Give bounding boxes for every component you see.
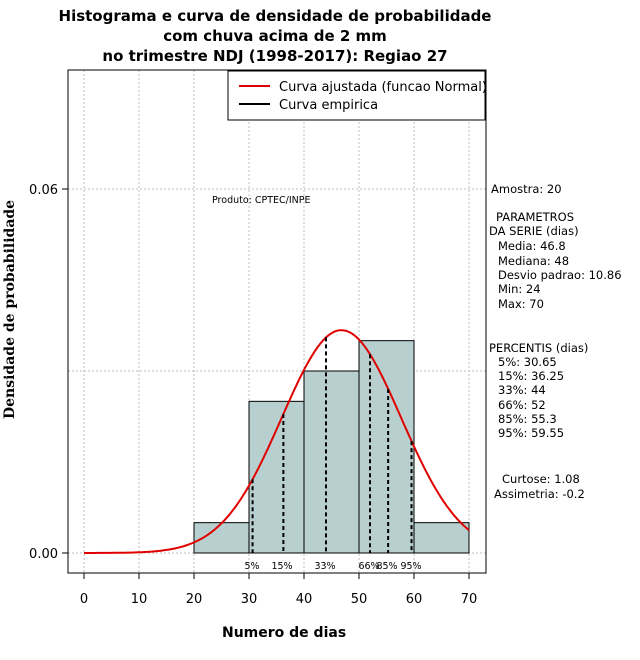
stat-curtose: Curtose: 1.08: [502, 472, 580, 486]
percentile-label-4: 66%: [358, 561, 379, 572]
stat-desvio: Desvio padrao: 10.86: [498, 268, 622, 282]
x-tick-label: 60: [406, 592, 423, 607]
x-tick-label: 30: [241, 592, 258, 607]
plot-frame: [67, 69, 487, 574]
histogram-bar-5: [413, 522, 470, 554]
stat-amostra: Amostra: 20: [491, 182, 562, 196]
stat-p95: 95%: 59.55: [498, 426, 565, 440]
stat-media: Media: 46.8: [498, 239, 566, 253]
histogram-bar-3: [303, 370, 360, 554]
percentile-label-1: 5%: [244, 561, 259, 572]
stat-param-title2: DA SERIE (dias): [489, 224, 579, 238]
stat-perc-title: PERCENTIS (dias): [489, 341, 589, 355]
stat-mediana: Mediana: 48: [498, 254, 570, 268]
x-tick-label: 40: [296, 592, 313, 607]
legend-label-empirical: Curva empirica: [279, 98, 378, 113]
stat-p33: 33%: 44: [498, 383, 546, 397]
normal-fit-curve: [84, 329, 470, 554]
product-annotation: Produto: CPTEC/INPE: [212, 195, 311, 206]
y-tick-label: 0.00: [29, 547, 58, 562]
x-tick-label: 10: [131, 592, 148, 607]
percentile-label-3: 33%: [314, 561, 335, 572]
stat-param-title1: PARAMETROS: [496, 210, 575, 224]
legend-label-normal: Curva ajustada (funcao Normal): [279, 80, 487, 95]
stat-p5: 5%: 30.65: [498, 355, 557, 369]
chart-title-line2: com chuva acima de 2 mm: [163, 27, 387, 45]
chart-title-line1: Histograma e curva de densidade de proba…: [58, 7, 492, 25]
percentile-label-2: 15%: [271, 561, 292, 572]
stat-assimetria: Assimetria: -0.2: [494, 487, 585, 501]
legend-box: [227, 70, 486, 121]
histogram-bar-4: [358, 340, 415, 554]
y-tick-label: 0.06: [29, 183, 58, 198]
stat-p85: 85%: 55.3: [498, 412, 557, 426]
stat-max: Max: 70: [498, 297, 544, 311]
stat-p66: 66%: 52: [498, 398, 546, 412]
x-tick-label: 70: [461, 592, 478, 607]
histogram-bar-2: [248, 400, 305, 554]
percentile-label-5: 85%: [376, 561, 397, 572]
stat-p15: 15%: 36.25: [498, 369, 565, 383]
x-tick-label: 0: [80, 592, 88, 607]
chart-title-line3: no trimestre NDJ (1998-2017): Regiao 27: [102, 47, 448, 65]
x-tick-label: 50: [351, 592, 368, 607]
percentile-label-6: 95%: [400, 561, 421, 572]
stat-min: Min: 24: [498, 282, 541, 296]
x-axis-label: Numero de dias: [222, 625, 347, 641]
x-tick-label: 20: [186, 592, 203, 607]
